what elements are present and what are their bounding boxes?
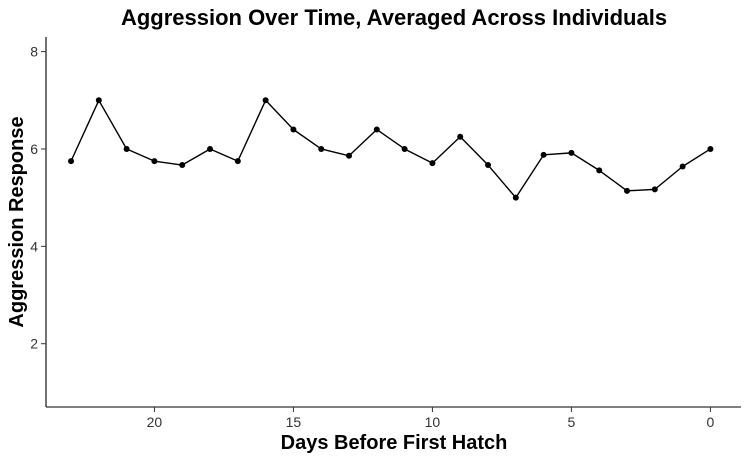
- data-point: [485, 162, 492, 169]
- data-point: [123, 145, 130, 152]
- data-point: [207, 145, 214, 152]
- series-line: [70, 99, 711, 199]
- x-tick-label: 5: [568, 414, 576, 430]
- y-axis-label: Aggression Response: [6, 116, 28, 327]
- data-point: [651, 186, 658, 193]
- data-point: [262, 97, 269, 104]
- data-point: [179, 162, 186, 169]
- data-point: [596, 167, 603, 174]
- y-tick-label: 4: [30, 238, 38, 254]
- data-point: [707, 145, 714, 152]
- data-point: [512, 194, 519, 201]
- data-point: [234, 158, 241, 165]
- data-point: [624, 187, 631, 194]
- x-tick-label: 20: [147, 414, 163, 430]
- data-point: [68, 158, 75, 165]
- y-tick-label: 6: [30, 141, 38, 157]
- data-point: [679, 163, 686, 170]
- x-axis-label: Days Before First Hatch: [281, 432, 508, 454]
- data-point: [290, 126, 297, 133]
- x-tick-label: 15: [286, 414, 302, 430]
- chart-title: Aggression Over Time, Averaged Across In…: [121, 5, 667, 30]
- y-tick-label: 2: [30, 336, 38, 352]
- y-tick-label: 8: [30, 44, 38, 60]
- data-point: [429, 160, 436, 167]
- data-point: [401, 145, 408, 152]
- x-tick-label: 0: [707, 414, 715, 430]
- data-point: [457, 133, 464, 140]
- x-tick-label: 10: [425, 414, 441, 430]
- data-point: [540, 151, 547, 158]
- data-point: [373, 126, 380, 133]
- data-point: [568, 149, 575, 156]
- data-point: [346, 152, 353, 159]
- data-point: [151, 158, 158, 165]
- data-point: [318, 145, 325, 152]
- plot-area: 2 4 6 8 20 15 10 5 0: [30, 37, 741, 430]
- data-point: [95, 97, 102, 104]
